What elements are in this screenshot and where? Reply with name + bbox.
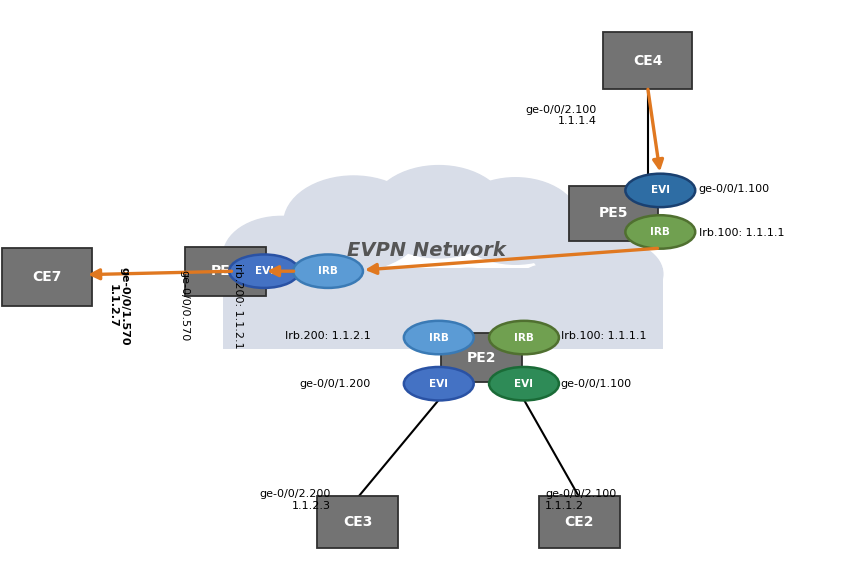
Text: PE2: PE2 [467, 351, 496, 365]
Ellipse shape [625, 215, 695, 249]
Ellipse shape [293, 254, 363, 288]
Text: IRB: IRB [318, 266, 338, 276]
Ellipse shape [489, 321, 559, 354]
Text: ge-0/0/1.100: ge-0/0/1.100 [561, 379, 631, 389]
Text: EVPN Network: EVPN Network [347, 242, 505, 260]
Circle shape [505, 263, 611, 334]
Ellipse shape [229, 254, 299, 288]
FancyBboxPatch shape [539, 496, 620, 548]
Ellipse shape [489, 367, 559, 400]
FancyBboxPatch shape [186, 247, 266, 295]
FancyBboxPatch shape [603, 32, 692, 89]
Circle shape [452, 178, 579, 264]
Circle shape [528, 208, 639, 283]
Circle shape [371, 166, 507, 258]
Text: ge-0/0/0.570: ge-0/0/0.570 [179, 270, 189, 342]
Text: ge-0/0/1.570
1.1.2.7: ge-0/0/1.570 1.1.2.7 [108, 267, 130, 345]
Circle shape [245, 251, 351, 323]
Text: ge-0/0/2.100
1.1.1.2: ge-0/0/2.100 1.1.1.2 [545, 489, 617, 511]
Text: Irb.100: 1.1.1.1: Irb.100: 1.1.1.1 [561, 331, 646, 341]
FancyBboxPatch shape [317, 496, 399, 548]
Text: EVI: EVI [255, 266, 273, 276]
Text: ge-0/0/1.100: ge-0/0/1.100 [699, 184, 769, 194]
Circle shape [564, 241, 663, 308]
Text: ge-0/0/1.200: ge-0/0/1.200 [299, 379, 371, 389]
Text: IRB: IRB [514, 332, 534, 343]
Text: EVI: EVI [515, 379, 533, 389]
Text: IRB: IRB [650, 227, 671, 237]
Ellipse shape [625, 174, 695, 207]
Text: PE7: PE7 [211, 264, 240, 278]
FancyBboxPatch shape [223, 268, 663, 349]
Circle shape [321, 267, 437, 345]
Text: irb.200: 1.1.2.1: irb.200: 1.1.2.1 [233, 263, 243, 349]
FancyBboxPatch shape [569, 186, 658, 241]
FancyBboxPatch shape [2, 248, 92, 306]
Text: EVI: EVI [651, 185, 670, 196]
Text: CE7: CE7 [32, 270, 61, 284]
Text: ge-0/0/2.100
1.1.1.4: ge-0/0/2.100 1.1.1.4 [525, 104, 596, 126]
Text: IRB: IRB [429, 332, 449, 343]
Text: CE2: CE2 [565, 515, 594, 529]
Text: Irb.100: 1.1.1.1: Irb.100: 1.1.1.1 [699, 228, 784, 238]
FancyBboxPatch shape [441, 334, 521, 382]
Ellipse shape [404, 321, 474, 354]
Text: EVI: EVI [429, 379, 448, 389]
Text: CE4: CE4 [633, 54, 662, 68]
Text: PE5: PE5 [599, 207, 628, 220]
Ellipse shape [404, 367, 474, 400]
Circle shape [284, 176, 423, 271]
Text: CE3: CE3 [343, 515, 372, 529]
Circle shape [223, 216, 339, 295]
Circle shape [409, 268, 528, 349]
Text: ge-0/0/2.200
1.1.2.3: ge-0/0/2.200 1.1.2.3 [259, 489, 331, 511]
Text: Irb.200: 1.1.2.1: Irb.200: 1.1.2.1 [285, 331, 371, 341]
